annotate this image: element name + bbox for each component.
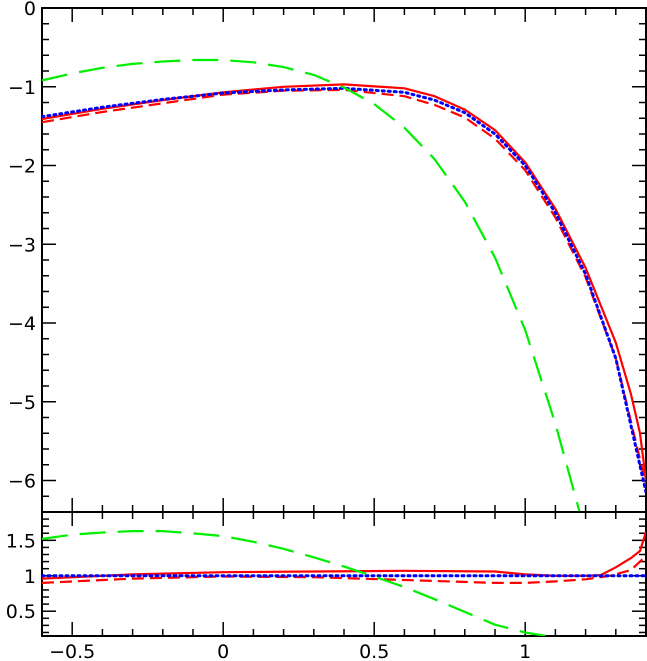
ratio-x-tick-label: 0 (217, 641, 229, 661)
main-y-tick-label: −1 (8, 77, 36, 99)
main-panel: 0 −1 −2 −3 −4 −5 −6 (8, 0, 647, 513)
ratio-series-solid-line (42, 531, 646, 580)
ratio-y-tick-label: 0.5 (6, 601, 36, 623)
ratio-y-tick-label: 1 (24, 566, 36, 588)
ratio-x-tick-label: −0.5 (49, 641, 95, 661)
main-series-dashed-line (42, 88, 646, 485)
main-y-tick-label: −5 (8, 392, 36, 414)
main-y-tick-label: −3 (8, 234, 36, 256)
ratio-series-longdash-line (42, 529, 547, 636)
main-y-tick-label: 0 (24, 0, 36, 20)
main-series-solid-line (42, 83, 646, 481)
main-y-tick-label: −6 (8, 471, 36, 493)
main-y-tick-label: −4 (8, 313, 36, 335)
main-series-dotted-line (42, 86, 646, 494)
ratio-x-tick-label: 1 (519, 641, 531, 661)
main-y-tick-label: −2 (8, 156, 36, 178)
ratio-x-tick-label: 0.5 (359, 641, 389, 661)
main-series-longdash-line (42, 58, 581, 512)
ratio-y-tick-label: 1.5 (6, 530, 36, 552)
ratio-panel: 1.5 1 0.5 −0.5 0 0.5 1 (6, 511, 647, 661)
ratio-series-dashed-line (42, 555, 646, 585)
